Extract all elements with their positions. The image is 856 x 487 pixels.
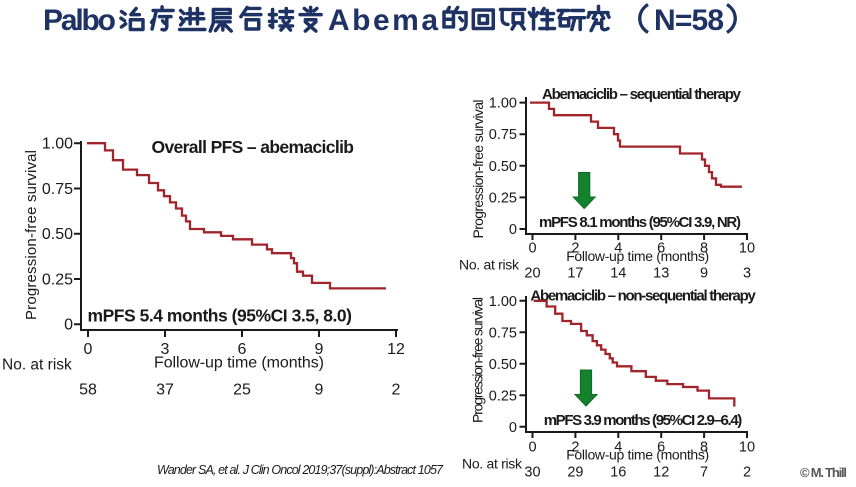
svg-text:Abemaciclib – non-sequential t: Abemaciclib – non-sequential therapy <box>530 288 756 305</box>
svg-text:Progression-free survival: Progression-free survival <box>23 150 40 320</box>
svg-text:0.25: 0.25 <box>489 190 517 206</box>
svg-text:12: 12 <box>387 341 405 358</box>
svg-text:0.75: 0.75 <box>489 127 517 143</box>
svg-text:Overall PFS – abemaciclib: Overall PFS – abemaciclib <box>152 137 355 157</box>
svg-text:Palbo: Palbo <box>43 4 116 37</box>
svg-text:Abema: Abema <box>328 4 438 37</box>
svg-text:3: 3 <box>743 266 751 282</box>
svg-text:58: 58 <box>79 382 97 399</box>
svg-text:20: 20 <box>524 266 540 282</box>
svg-text:0.25: 0.25 <box>42 272 73 289</box>
svg-text:0: 0 <box>528 440 536 456</box>
svg-text:© M. Thill: © M. Thill <box>800 465 847 480</box>
svg-text:12: 12 <box>653 465 669 481</box>
svg-text:10: 10 <box>739 440 755 456</box>
svg-text:0.75: 0.75 <box>42 181 73 198</box>
svg-text:0.25: 0.25 <box>489 388 517 404</box>
svg-text:Progression-free survival: Progression-free survival <box>470 100 486 239</box>
svg-text:Follow-up time (months): Follow-up time (months) <box>566 447 709 463</box>
svg-text:6: 6 <box>657 440 665 456</box>
svg-text:0.50: 0.50 <box>489 357 517 373</box>
svg-text:0: 0 <box>509 222 517 238</box>
svg-text:0.50: 0.50 <box>42 226 73 243</box>
svg-text:9: 9 <box>315 341 324 358</box>
svg-text:17: 17 <box>567 266 583 282</box>
svg-text:2: 2 <box>571 440 579 456</box>
svg-text:8: 8 <box>700 241 708 257</box>
svg-text:25: 25 <box>233 382 251 399</box>
svg-text:Wander SA, et al. J Clin Oncol: Wander SA, et al. J Clin Oncol 2019;37(s… <box>157 463 444 477</box>
svg-text:No. at risk: No. at risk <box>462 456 523 472</box>
svg-text:No. at risk: No. at risk <box>2 357 72 374</box>
svg-text:37: 37 <box>156 382 174 399</box>
svg-text:2: 2 <box>392 382 401 399</box>
svg-text:Follow-up time (months): Follow-up time (months) <box>154 355 324 372</box>
svg-text:6: 6 <box>657 241 665 257</box>
svg-text:13: 13 <box>653 266 669 282</box>
svg-text:4: 4 <box>614 241 622 257</box>
svg-text:2: 2 <box>743 465 751 481</box>
svg-text:1.00: 1.00 <box>42 136 73 153</box>
svg-text:mPFS 5.4 months (95%CI 3.5, 8.: mPFS 5.4 months (95%CI 3.5, 8.0) <box>88 306 353 326</box>
svg-text:9: 9 <box>700 266 708 282</box>
svg-text:7: 7 <box>700 465 708 481</box>
svg-text:0: 0 <box>509 420 517 436</box>
svg-text:2: 2 <box>571 241 579 257</box>
svg-text:No. at risk: No. at risk <box>459 257 520 273</box>
svg-text:N=58: N=58 <box>654 4 724 37</box>
svg-text:6: 6 <box>238 341 247 358</box>
svg-text:0.75: 0.75 <box>489 325 517 341</box>
svg-text:4: 4 <box>614 440 622 456</box>
svg-text:0: 0 <box>64 317 73 334</box>
svg-text:Abemaciclib – sequential thera: Abemaciclib – sequential therapy <box>542 86 742 103</box>
svg-text:mPFS 3.9 months (95%CI 2.9–6.4: mPFS 3.9 months (95%CI 2.9–6.4) <box>544 412 743 429</box>
svg-text:1.00: 1.00 <box>489 294 517 310</box>
svg-text:0.50: 0.50 <box>489 159 517 175</box>
svg-text:9: 9 <box>315 382 324 399</box>
svg-text:3: 3 <box>161 341 170 358</box>
svg-text:mPFS 8.1 months (95%CI 3.9, NR: mPFS 8.1 months (95%CI 3.9, NR) <box>539 214 741 231</box>
svg-text:8: 8 <box>700 440 708 456</box>
svg-text:0: 0 <box>528 241 536 257</box>
svg-text:16: 16 <box>610 465 626 481</box>
svg-text:0: 0 <box>84 341 93 358</box>
svg-text:29: 29 <box>567 465 583 481</box>
svg-text:14: 14 <box>610 266 626 282</box>
svg-text:1.00: 1.00 <box>489 96 517 112</box>
svg-text:10: 10 <box>739 241 755 257</box>
svg-text:Progression-free survival: Progression-free survival <box>470 297 486 423</box>
svg-text:30: 30 <box>524 465 540 481</box>
svg-text:Follow-up time (months): Follow-up time (months) <box>566 248 709 264</box>
